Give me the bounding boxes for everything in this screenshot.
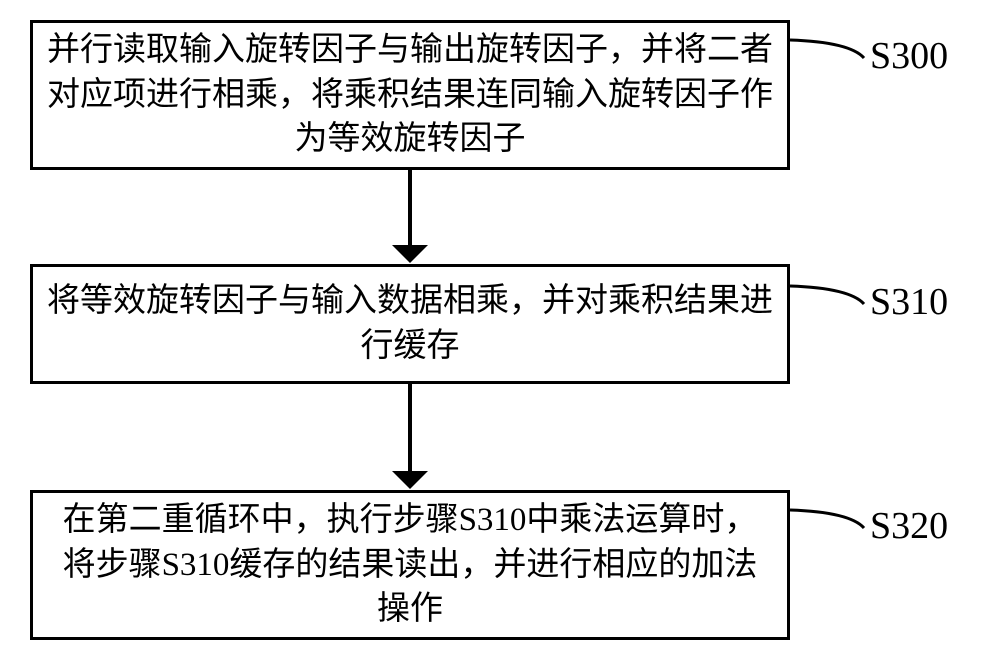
flowchart-canvas: 并行读取输入旋转因子与输出旋转因子，并将二者对应项进行相乘，将乘积结果连同输入旋…	[0, 0, 1000, 665]
step-label-s300: S300	[870, 34, 948, 78]
flow-step-s300-text: 并行读取输入旋转因子与输出旋转因子，并将二者对应项进行相乘，将乘积结果连同输入旋…	[47, 28, 773, 162]
flow-step-s300: 并行读取输入旋转因子与输出旋转因子，并将二者对应项进行相乘，将乘积结果连同输入旋…	[30, 20, 790, 170]
label-connector-s300	[786, 36, 868, 62]
flow-step-s320-text: 在第二重循环中，执行步骤S310中乘法运算时，将步骤S310缓存的结果读出，并进…	[47, 498, 773, 632]
flow-step-s320: 在第二重循环中，执行步骤S310中乘法运算时，将步骤S310缓存的结果读出，并进…	[30, 490, 790, 640]
label-connector-s310	[786, 282, 868, 308]
flow-step-s310-text: 将等效旋转因子与输入数据相乘，并对乘积结果进行缓存	[47, 279, 773, 368]
step-label-s310: S310	[870, 280, 948, 324]
step-label-s320: S320	[870, 504, 948, 548]
flow-step-s310: 将等效旋转因子与输入数据相乘，并对乘积结果进行缓存	[30, 264, 790, 384]
label-connector-s320	[786, 506, 868, 532]
